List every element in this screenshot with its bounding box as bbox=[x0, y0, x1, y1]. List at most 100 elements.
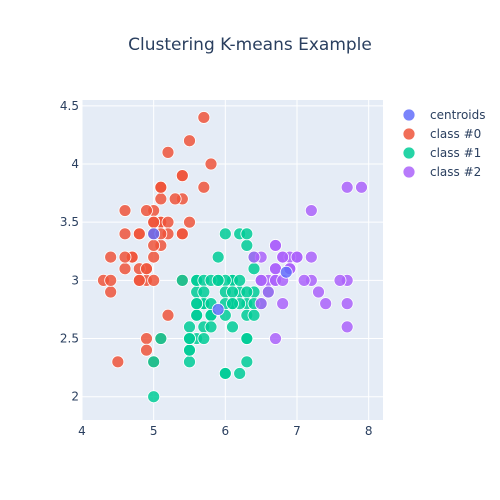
y-tick-label: 2.5 bbox=[60, 332, 79, 346]
data-point[interactable] bbox=[269, 239, 282, 252]
data-point[interactable] bbox=[147, 215, 161, 229]
data-point[interactable] bbox=[175, 169, 189, 183]
legend-label: class #0 bbox=[430, 127, 481, 141]
data-point[interactable] bbox=[147, 355, 161, 369]
data-point[interactable] bbox=[204, 157, 218, 171]
legend-item[interactable]: class #1 bbox=[402, 146, 481, 160]
data-point[interactable] bbox=[147, 250, 161, 264]
data-point[interactable] bbox=[190, 308, 204, 322]
x-axis-ticks: 4 5 6 7 8 bbox=[78, 424, 372, 438]
data-point[interactable] bbox=[161, 215, 175, 229]
data-point[interactable] bbox=[197, 180, 211, 194]
legend-label: centroids bbox=[430, 108, 486, 122]
data-point[interactable] bbox=[333, 273, 347, 287]
data-point[interactable] bbox=[204, 320, 218, 334]
data-point[interactable] bbox=[247, 262, 261, 276]
data-point[interactable] bbox=[118, 262, 132, 276]
data-point[interactable] bbox=[154, 192, 168, 206]
data-point[interactable] bbox=[118, 204, 132, 217]
x-tick-label: 7 bbox=[293, 424, 301, 438]
data-point[interactable] bbox=[304, 250, 318, 264]
data-point[interactable] bbox=[340, 297, 354, 311]
data-point[interactable] bbox=[175, 273, 189, 287]
data-point[interactable] bbox=[240, 285, 254, 299]
data-point[interactable] bbox=[197, 332, 211, 345]
data-point[interactable] bbox=[183, 332, 196, 345]
data-point[interactable] bbox=[140, 332, 153, 345]
data-point[interactable] bbox=[269, 262, 282, 276]
data-point[interactable] bbox=[276, 250, 290, 264]
data-point[interactable] bbox=[240, 355, 254, 369]
data-point[interactable] bbox=[154, 180, 168, 194]
legend-item[interactable]: class #2 bbox=[402, 165, 481, 179]
data-point[interactable] bbox=[279, 265, 293, 279]
data-point[interactable] bbox=[290, 250, 304, 264]
data-point[interactable] bbox=[147, 227, 161, 241]
data-point[interactable] bbox=[140, 204, 153, 217]
data-point[interactable] bbox=[183, 343, 196, 357]
legend-marker bbox=[402, 108, 416, 122]
data-point[interactable] bbox=[161, 308, 175, 322]
data-point[interactable] bbox=[147, 239, 161, 252]
legend-marker bbox=[402, 146, 416, 160]
data-point[interactable] bbox=[104, 273, 118, 287]
data-point[interactable] bbox=[190, 297, 204, 311]
data-point[interactable] bbox=[226, 285, 239, 299]
data-point[interactable] bbox=[111, 355, 125, 369]
data-point[interactable] bbox=[140, 343, 153, 357]
data-point[interactable] bbox=[183, 320, 196, 334]
data-point[interactable] bbox=[254, 273, 268, 287]
data-point[interactable] bbox=[269, 332, 282, 345]
data-point[interactable] bbox=[240, 332, 254, 345]
y-tick-label: 4 bbox=[71, 157, 79, 171]
x-tick-label: 5 bbox=[150, 424, 158, 438]
data-point[interactable] bbox=[183, 215, 196, 229]
legend-item[interactable]: class #0 bbox=[402, 127, 481, 141]
data-point[interactable] bbox=[319, 297, 333, 311]
data-point[interactable] bbox=[197, 285, 211, 299]
data-point[interactable] bbox=[154, 332, 168, 345]
data-points bbox=[97, 111, 368, 404]
data-point[interactable] bbox=[211, 303, 225, 316]
data-point[interactable] bbox=[233, 273, 247, 287]
data-point[interactable] bbox=[233, 367, 247, 380]
data-point[interactable] bbox=[132, 227, 146, 241]
data-point[interactable] bbox=[276, 297, 290, 311]
data-point[interactable] bbox=[118, 227, 132, 241]
data-point[interactable] bbox=[226, 297, 239, 311]
data-point[interactable] bbox=[218, 367, 232, 380]
data-point[interactable] bbox=[218, 227, 232, 241]
data-point[interactable] bbox=[247, 308, 261, 322]
data-point[interactable] bbox=[161, 145, 175, 159]
data-point[interactable] bbox=[254, 297, 268, 311]
data-point[interactable] bbox=[104, 250, 118, 264]
data-point[interactable] bbox=[183, 134, 196, 148]
data-point[interactable] bbox=[197, 111, 211, 124]
data-point[interactable] bbox=[175, 227, 189, 241]
data-point[interactable] bbox=[312, 285, 325, 299]
data-point[interactable] bbox=[183, 355, 196, 369]
data-point[interactable] bbox=[240, 239, 254, 252]
data-point[interactable] bbox=[340, 320, 354, 334]
data-point[interactable] bbox=[240, 227, 254, 241]
data-point[interactable] bbox=[355, 180, 368, 194]
data-point[interactable] bbox=[226, 320, 239, 334]
data-point[interactable] bbox=[211, 273, 225, 287]
data-point[interactable] bbox=[104, 285, 118, 299]
data-point[interactable] bbox=[147, 273, 161, 287]
data-point[interactable] bbox=[340, 180, 354, 194]
data-point[interactable] bbox=[147, 390, 161, 404]
data-point[interactable] bbox=[118, 250, 132, 264]
y-tick-label: 3 bbox=[71, 273, 79, 287]
legend-item[interactable]: centroids bbox=[402, 108, 486, 122]
data-point[interactable] bbox=[304, 204, 318, 217]
y-axis-ticks: 2 2.5 3 3.5 4 4.5 bbox=[60, 99, 79, 404]
data-point[interactable] bbox=[132, 273, 146, 287]
data-point[interactable] bbox=[211, 250, 225, 264]
data-point[interactable] bbox=[247, 250, 261, 264]
data-point[interactable] bbox=[168, 192, 182, 206]
x-tick-label: 4 bbox=[78, 424, 86, 438]
data-point[interactable] bbox=[297, 273, 311, 287]
data-point[interactable] bbox=[140, 262, 153, 276]
data-point[interactable] bbox=[261, 285, 275, 299]
